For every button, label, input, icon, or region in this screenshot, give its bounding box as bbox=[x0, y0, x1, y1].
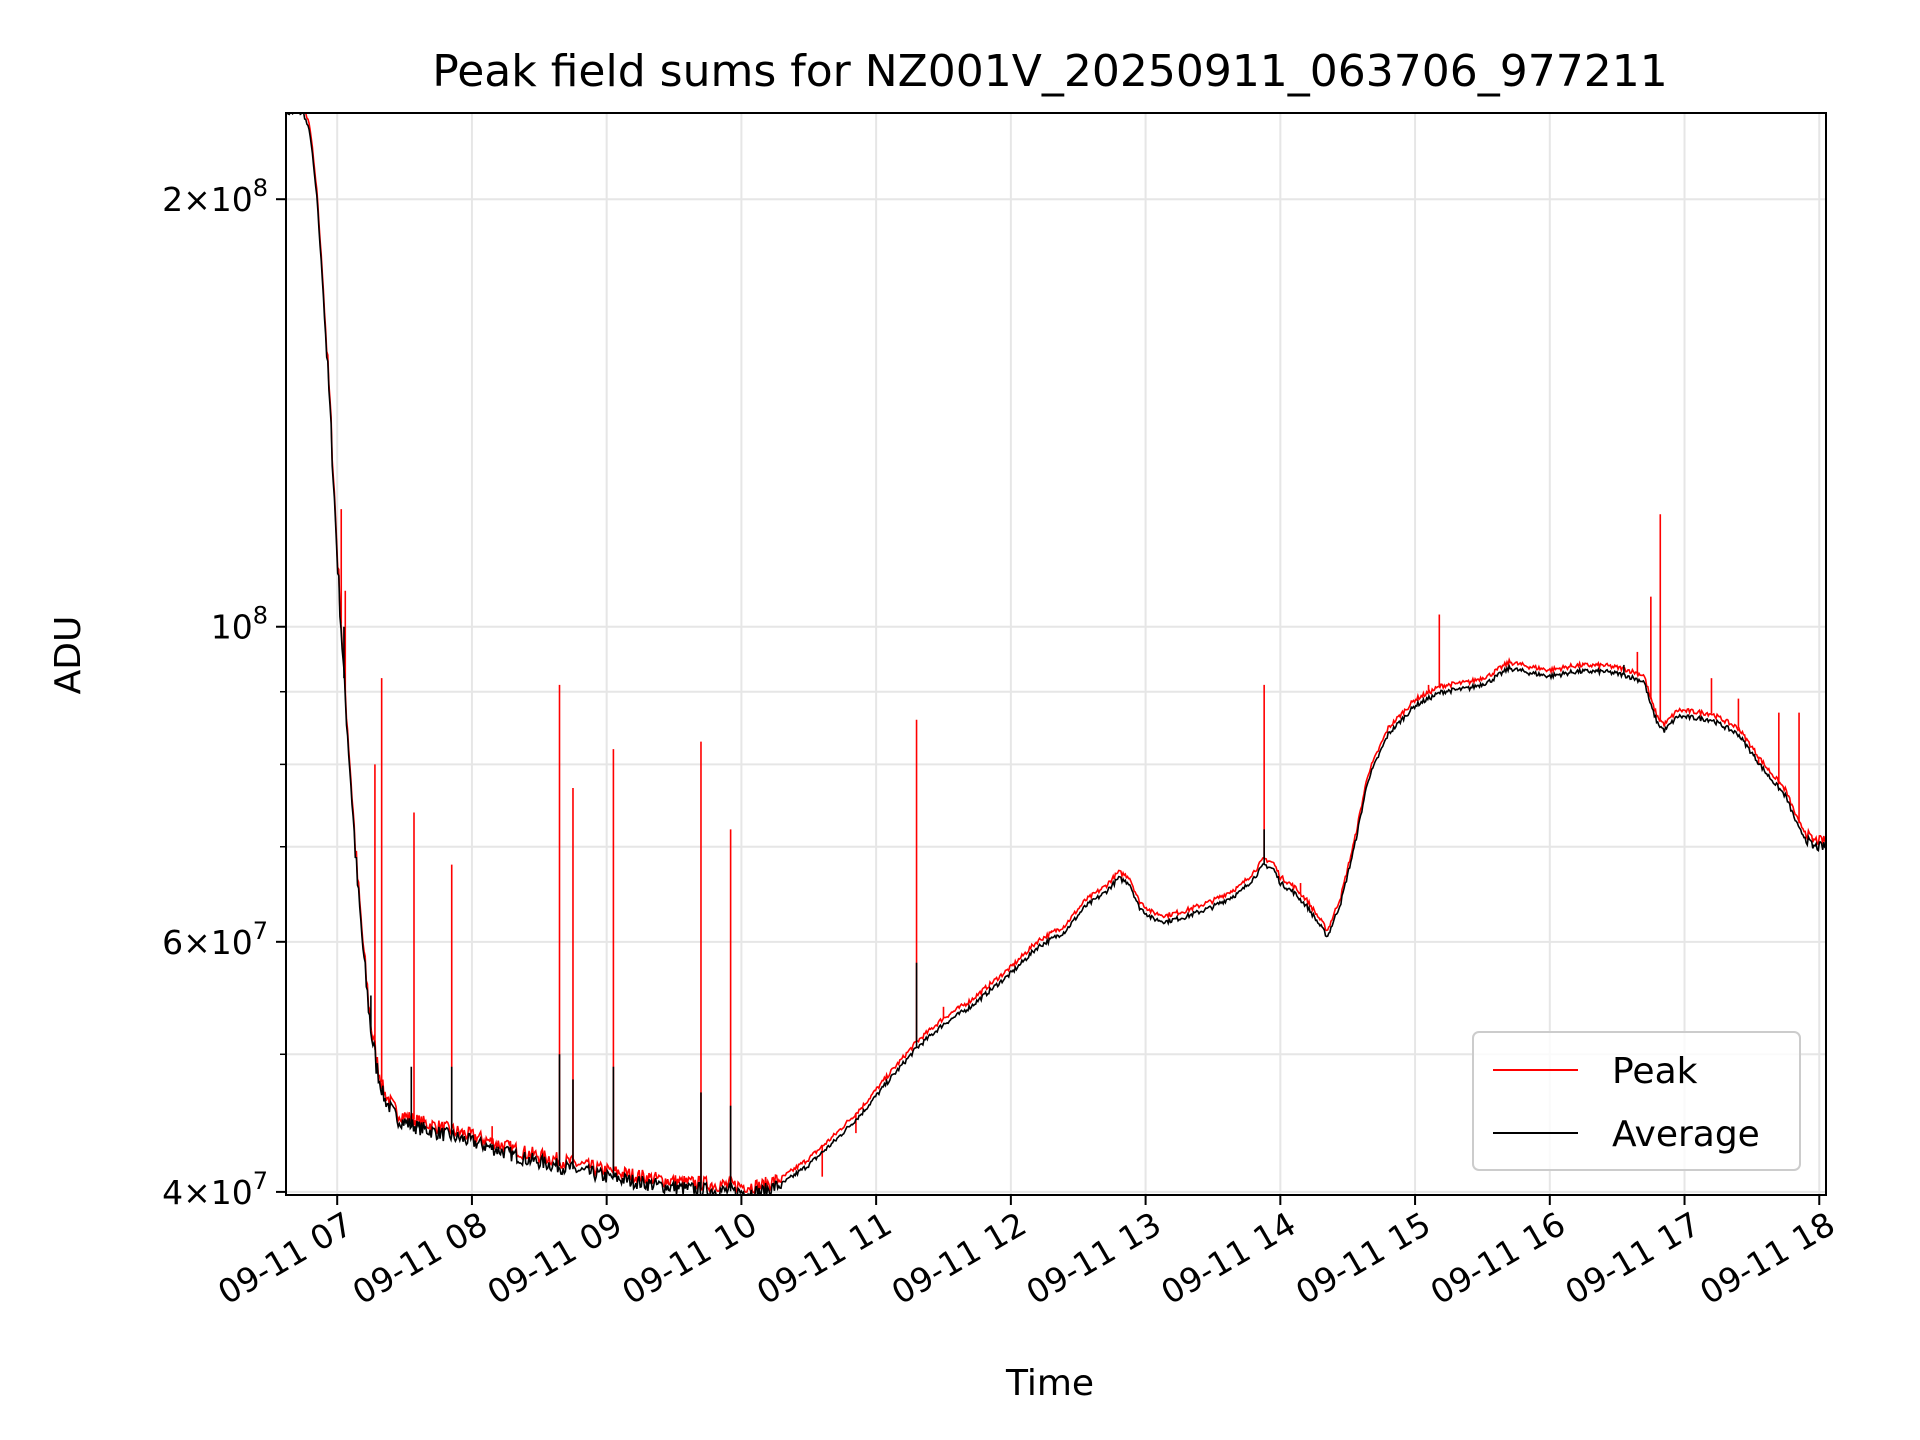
legend: Peak Average bbox=[1472, 1031, 1801, 1171]
y-tick-label: 6×107 bbox=[162, 917, 268, 962]
plot-frame bbox=[285, 112, 1827, 1196]
average-series-line bbox=[286, 113, 1826, 1195]
y-tick-label-base: 2×10 bbox=[162, 180, 253, 219]
y-tick-label-base: 4×10 bbox=[162, 1173, 253, 1212]
legend-label-peak: Peak bbox=[1612, 1051, 1698, 1092]
y-tick-label-base: 6×10 bbox=[162, 923, 253, 962]
y-tick-label-exponent: 7 bbox=[253, 917, 268, 945]
plot-series bbox=[286, 113, 1826, 1195]
y-tick-label-exponent: 7 bbox=[253, 1167, 268, 1195]
y-axis-label: ADU bbox=[48, 616, 89, 695]
y-tick-label-exponent: 8 bbox=[253, 602, 268, 630]
legend-box bbox=[1472, 1031, 1801, 1171]
y-tick-label: 4×107 bbox=[162, 1167, 268, 1212]
chart-title: Peak field sums for NZ001V_20250911_0637… bbox=[432, 46, 1667, 97]
x-axis-label: Time bbox=[1005, 1363, 1094, 1404]
y-tick-label-exponent: 8 bbox=[253, 174, 268, 202]
y-tick-label: 108 bbox=[211, 602, 268, 647]
y-tick-label: 2×108 bbox=[162, 174, 268, 219]
y-tick-label-base: 10 bbox=[211, 608, 253, 647]
legend-label-average: Average bbox=[1612, 1114, 1760, 1155]
